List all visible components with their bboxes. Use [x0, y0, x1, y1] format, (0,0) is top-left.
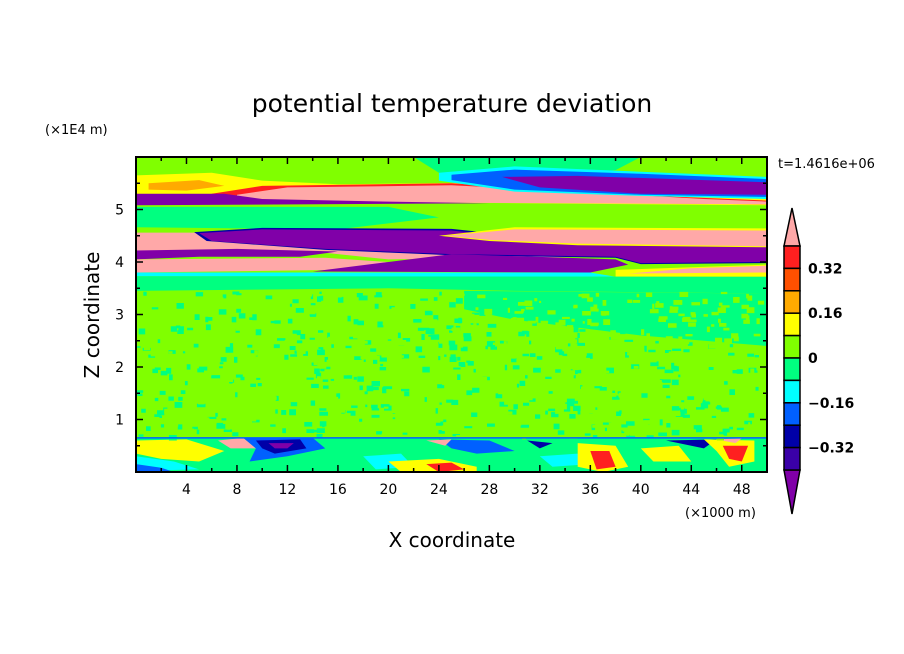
contour-region-blue: [438, 439, 515, 454]
x-axis: 4 8 12 16 20 24 28 32 36 40 44 48: [160, 157, 751, 498]
contour-region-pink: [426, 439, 452, 446]
contour-region-purple: [312, 254, 629, 273]
chart-title: potential temperature deviation: [252, 89, 652, 118]
y-tick-label: 1: [115, 413, 124, 429]
colorbar-swatch: [783, 245, 801, 270]
y-tick-label: 3: [115, 308, 124, 324]
x-tick-label: 48: [733, 482, 751, 498]
x-tick-label: 32: [531, 482, 549, 498]
colorbar-swatch: [783, 334, 801, 359]
x-tick-label: 16: [329, 482, 347, 498]
y-tick-label: 5: [115, 203, 124, 219]
colorbar-label: 0.32: [808, 261, 843, 277]
contour-region-purple: [268, 443, 294, 449]
contour-region-pink: [237, 185, 767, 205]
time-label: t=1.4616e+06: [778, 157, 875, 172]
contour-region-cyan: [539, 453, 591, 467]
contour-region-red: [722, 445, 749, 462]
colorbar-swatch: [783, 402, 801, 426]
contour-region-yellow: [136, 439, 225, 462]
contour-region-purple: [136, 248, 338, 260]
colorbar-label: −0.16: [808, 396, 854, 412]
y-axis: 1 2 3 4 5: [115, 182, 767, 447]
contour-region-red: [426, 462, 465, 472]
colorbar: 0.32 0.16 0 −0.16 −0.32: [783, 207, 854, 515]
colorbar-swatch: [783, 424, 801, 449]
colorbar-swatch: [783, 312, 801, 337]
colorbar-label: −0.32: [808, 441, 854, 457]
contour-region-yellow: [640, 445, 692, 462]
x-tick-label: 12: [279, 482, 297, 498]
contour-region-pink: [445, 229, 767, 247]
colorbar-swatch: [783, 357, 801, 382]
contour-texture-lime: [136, 290, 767, 441]
x-axis-label: X coordinate: [389, 528, 516, 552]
y-axis-label: Z coordinate: [80, 252, 104, 379]
colorbar-swatch: [783, 379, 801, 404]
x-tick-label: 28: [480, 482, 498, 498]
x-tick-label: 36: [581, 482, 599, 498]
x-unit-label: (×1000 m): [685, 506, 756, 521]
colorbar-label: 0.16: [808, 306, 843, 322]
x-tick-label: 44: [682, 482, 700, 498]
contour-region-green: [136, 206, 439, 230]
colorbar-swatch: [783, 290, 801, 314]
colorbar-under-triangle: [783, 469, 801, 515]
contour-texture-green: [136, 291, 767, 441]
contour-region-pink: [136, 257, 389, 273]
contour-field: [136, 157, 767, 472]
contour-region-purple: [136, 193, 490, 206]
colorbar-label: 0: [808, 351, 818, 367]
y-tick-label: 4: [115, 255, 124, 271]
contour-region-blue: [136, 464, 174, 472]
x-tick-label: 20: [379, 482, 397, 498]
contour-region-green: [136, 276, 767, 294]
x-tick-label: 24: [430, 482, 448, 498]
contour-region-cyan: [136, 272, 616, 277]
contour-region-navy: [666, 439, 717, 449]
contour-region-purple: [502, 175, 767, 195]
y-unit-label: (×1E4 m): [45, 123, 108, 138]
contour-region-pink: [218, 437, 256, 449]
x-tick-label: 4: [182, 482, 191, 498]
contour-region-red: [590, 451, 616, 470]
colorbar-swatch: [783, 267, 801, 292]
contour-region-orange: [148, 180, 225, 191]
contour-region-navy: [527, 440, 553, 449]
colorbar-over-triangle: [783, 207, 801, 247]
contour-region-purple: [199, 229, 767, 264]
x-tick-label: 40: [632, 482, 650, 498]
x-tick-label: 8: [232, 482, 241, 498]
y-tick-label: 2: [115, 360, 124, 376]
colorbar-swatch: [783, 446, 801, 471]
contour-region-pink: [628, 265, 767, 274]
